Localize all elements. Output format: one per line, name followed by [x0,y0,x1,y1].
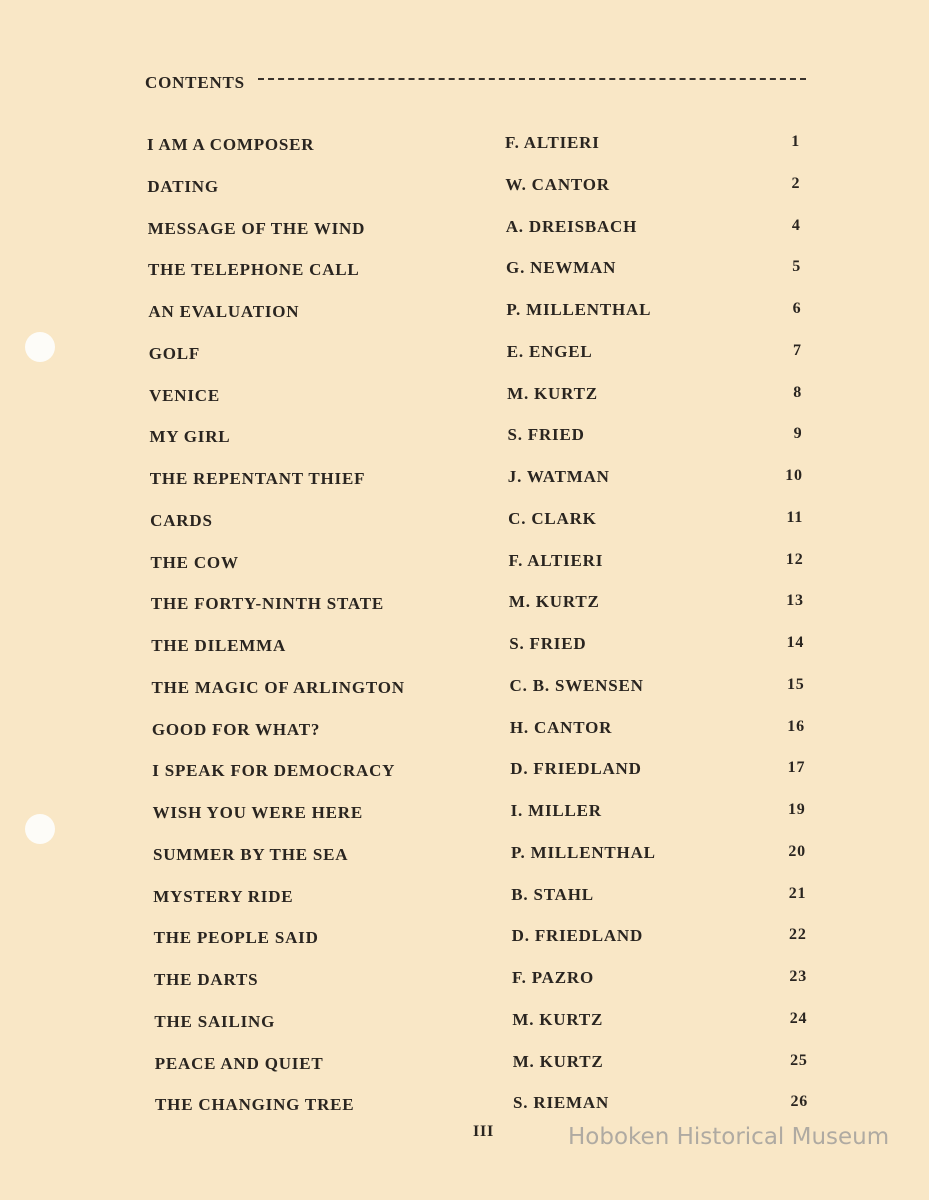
entry-author: M. KURTZ [508,592,600,612]
entry-author: M. KURTZ [507,383,598,403]
entry-page: 10 [785,467,803,484]
entry-page: 26 [790,1093,809,1111]
entry-page: 4 [791,216,801,234]
entry-title: GOLF [148,343,201,363]
entry-author: S. RIEMAN [513,1093,610,1113]
entry-author: H. CANTOR [509,717,613,737]
entry-title: GOOD FOR WHAT? [151,719,321,739]
entry-title: THE DARTS [154,970,259,989]
entry-page: 21 [788,884,807,902]
entry-page: 22 [789,926,807,944]
leader-dots [258,78,806,80]
entry-title: DATING [147,176,219,196]
entry-page: 15 [786,675,805,693]
entry-title: THE DILEMMA [151,636,287,655]
entry-author: P. MILLENTHAL [510,842,656,862]
entry-page: 5 [792,258,802,276]
entry-page: 19 [788,801,806,818]
entry-title: CARDS [150,510,213,530]
entry-title: THE PEOPLE SAID [153,928,319,948]
entry-title: THE TELEPHONE CALL [148,260,360,280]
punch-hole [25,332,55,362]
watermark: Hoboken Historical Museum [568,1124,890,1150]
folio: III [473,1123,495,1140]
entry-author: J. WATMAN [507,467,610,486]
entry-author: D. FRIEDLAND [510,759,642,779]
entry-title: SUMMER BY THE SEA [152,844,349,864]
entry-page: 2 [791,174,801,192]
entry-author: F. ALTIERI [505,133,600,152]
entry-title: I SPEAK FOR DEMOCRACY [152,761,396,781]
entry-title: THE SAILING [154,1011,276,1031]
entry-author: M. KURTZ [512,1051,604,1071]
entry-title: PEACE AND QUIET [154,1053,324,1073]
entry-title: MESSAGE OF THE WIND [147,218,366,238]
entry-title: MY GIRL [149,427,231,447]
entry-author: A. DREISBACH [505,216,638,236]
entry-page: 14 [786,634,805,651]
entry-page: 23 [789,968,807,985]
entry-author: P. MILLENTHAL [506,300,652,319]
entry-page: 13 [786,592,804,610]
entry-page: 9 [793,425,803,443]
entry-page: 25 [790,1051,808,1069]
entry-title: THE COW [150,552,239,572]
entry-title: THE REPENTANT THIEF [149,469,366,488]
entry-title: WISH YOU WERE HERE [152,803,364,822]
entry-page: 1 [791,133,800,150]
entry-title: THE CHANGING TREE [155,1095,355,1115]
entry-page: 16 [787,717,805,735]
entry-page: 7 [792,341,802,359]
entry-author: G. NEWMAN [506,258,617,278]
entry-author: S. FRIED [507,425,585,445]
entry-title: MYSTERY RIDE [153,886,294,906]
entry-page: 12 [785,550,804,568]
entry-author: D. FRIEDLAND [511,926,644,946]
entry-title: VENICE [149,385,221,405]
entry-author: I. MILLER [510,801,602,820]
entry-author: B. STAHL [511,884,594,904]
entry-author: C. CLARK [508,508,597,528]
entry-page: 20 [788,842,806,860]
entry-title: AN EVALUATION [148,302,300,321]
entry-author: F. ALTIERI [508,550,604,570]
entry-author: M. KURTZ [512,1009,604,1029]
entry-page: 17 [787,759,806,777]
entry-title: THE FORTY-NINTH STATE [150,594,385,614]
entry-author: C. B. SWENSEN [509,675,644,695]
entry-author: E. ENGEL [506,341,593,361]
heading: CONTENTS [145,73,245,92]
entry-page: 11 [786,508,804,526]
entry-page: 8 [793,383,803,401]
punch-hole [25,814,55,844]
entry-author: W. CANTOR [505,174,610,194]
entry-author: F. PAZRO [512,968,594,987]
entry-author: S. FRIED [509,634,587,653]
entry-page: 24 [789,1009,808,1027]
entry-title: I AM A COMPOSER [147,135,315,154]
entry-title: THE MAGIC OF ARLINGTON [151,677,405,697]
entry-page: 6 [792,300,802,317]
